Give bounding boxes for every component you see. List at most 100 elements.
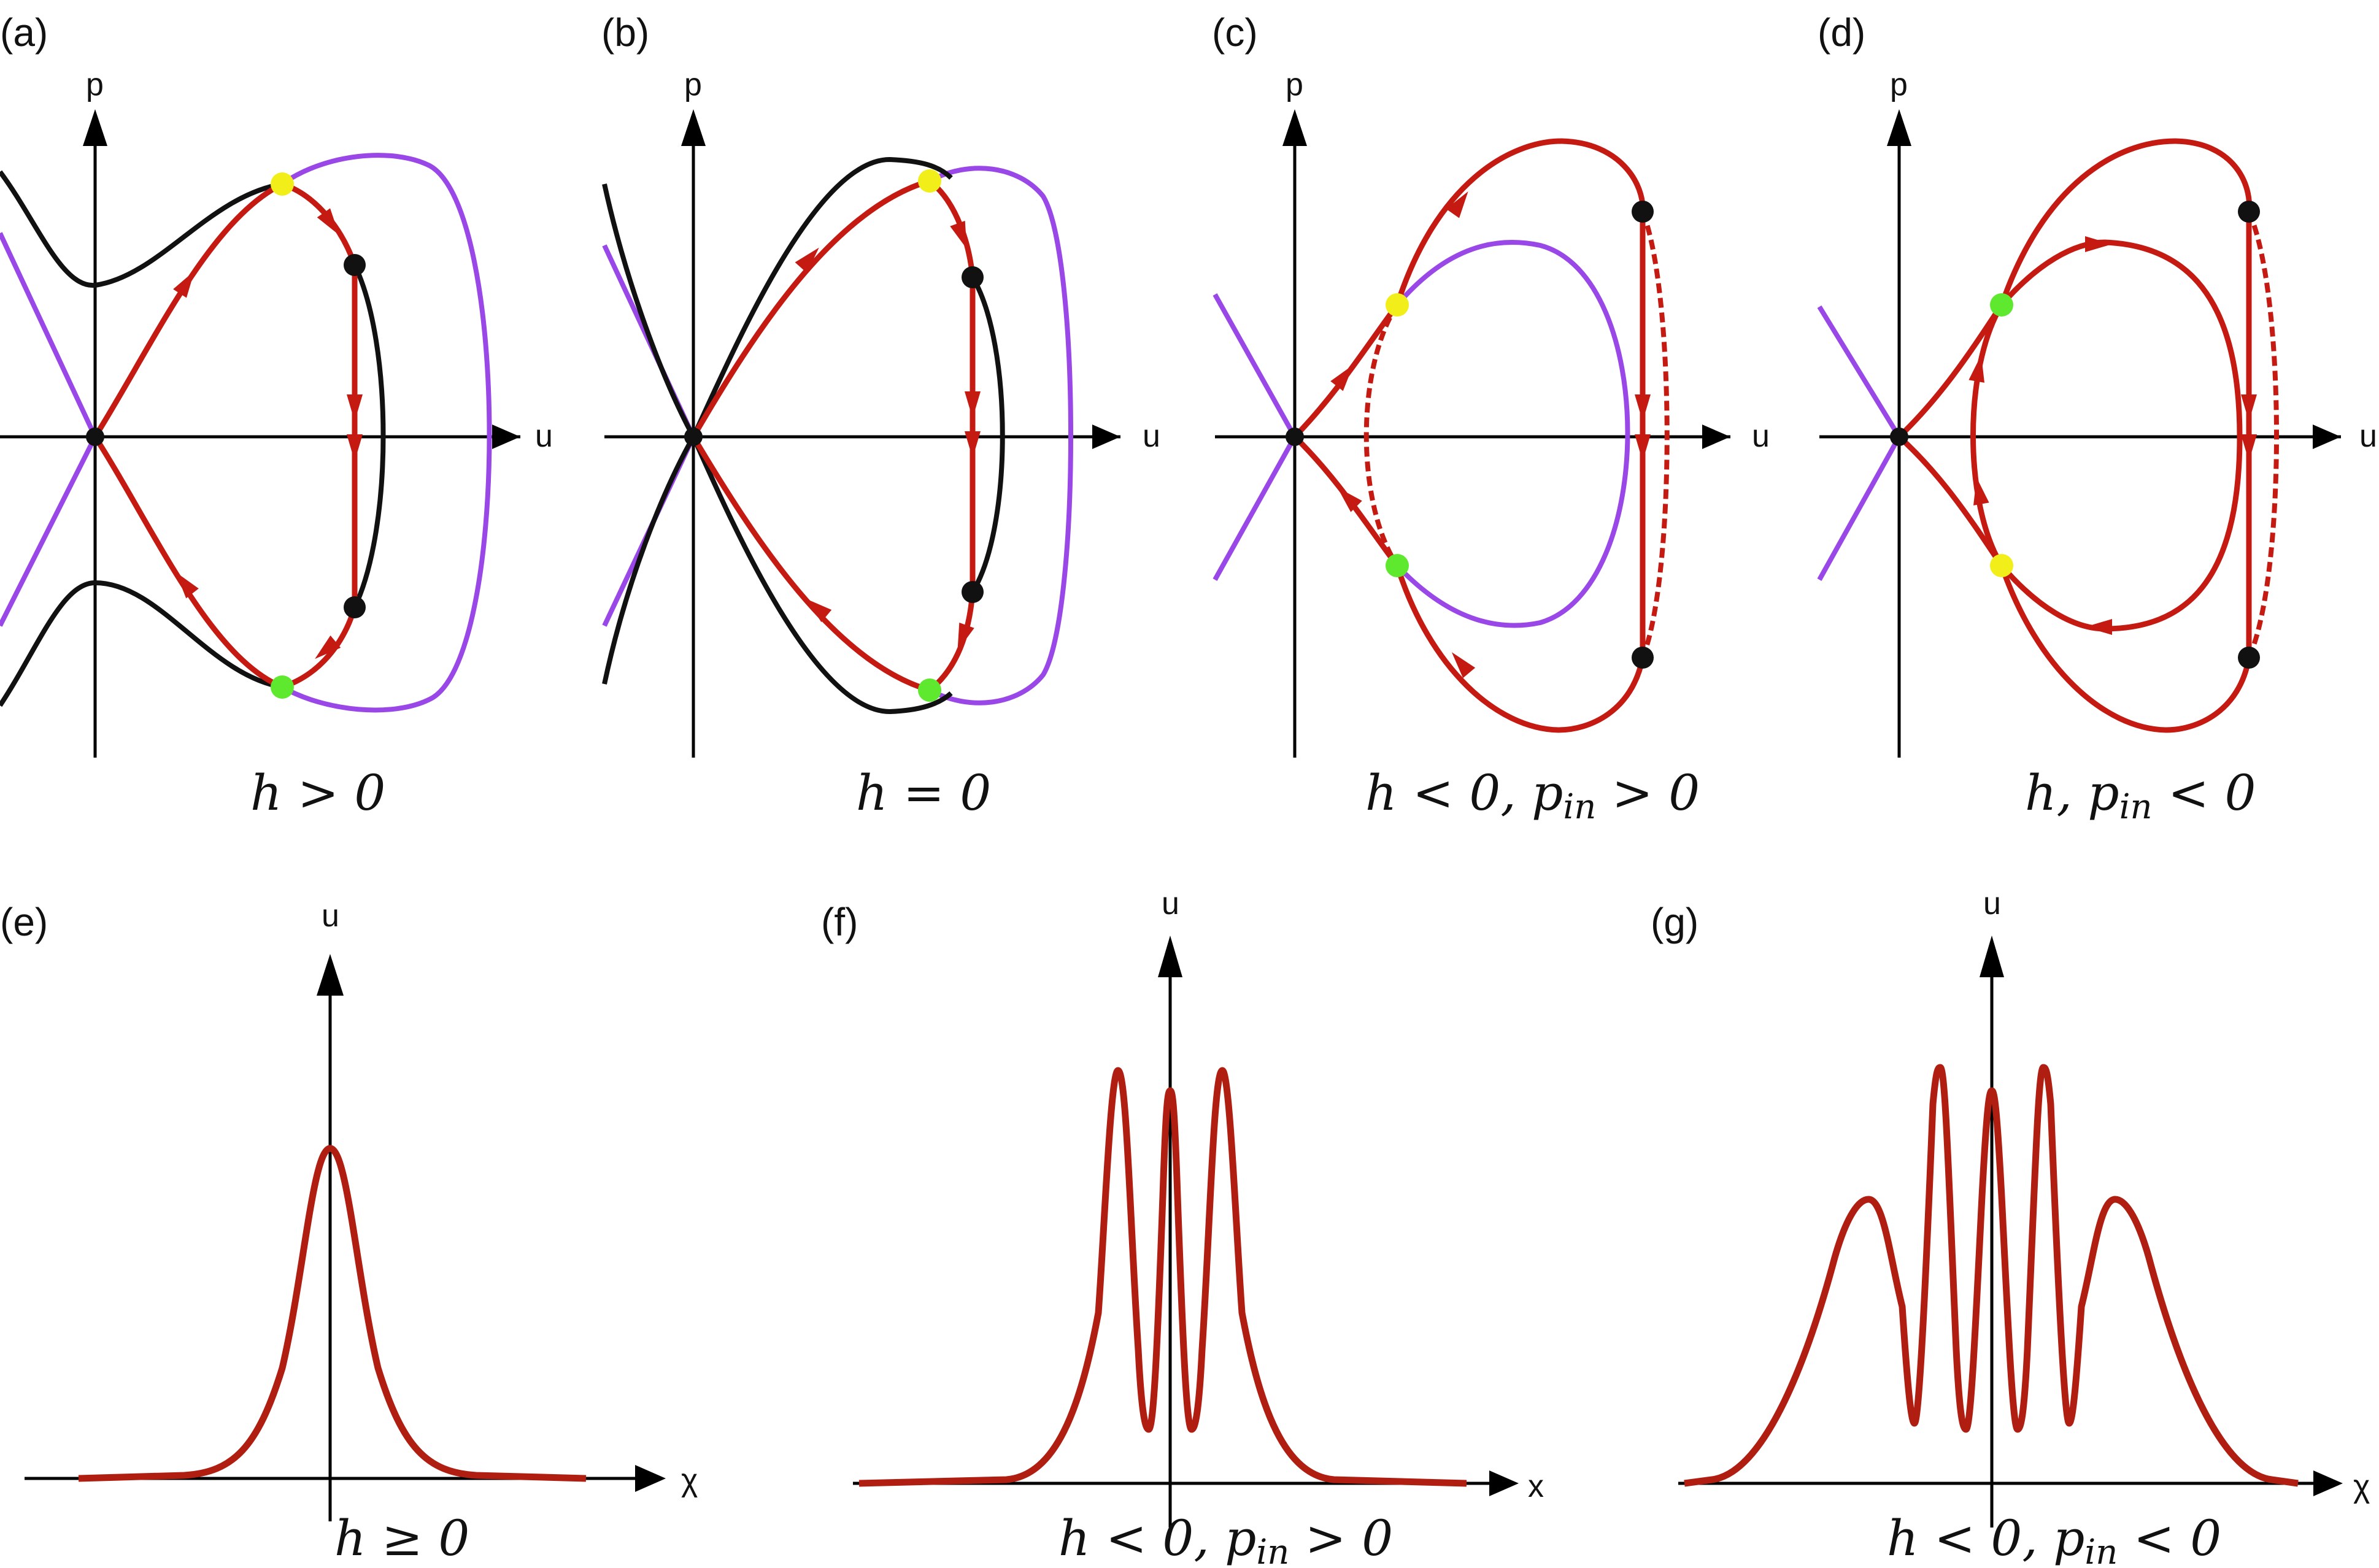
caption-d: h, pin < 0 bbox=[2025, 764, 2256, 827]
p-axis-arrow-d bbox=[1887, 109, 1911, 146]
point-green-c bbox=[1386, 554, 1409, 577]
fixed-point-origin-b bbox=[684, 428, 703, 446]
p-axis-arrow-a bbox=[83, 109, 107, 146]
wave-profile-f bbox=[858, 1067, 1467, 1487]
panel-label-g: (g) bbox=[1651, 900, 1698, 944]
point-yellow-b bbox=[918, 169, 941, 193]
separatrix-right-b bbox=[970, 275, 1005, 594]
u-axis-arrow-g bbox=[1980, 936, 2004, 977]
point-yellow-a bbox=[271, 172, 294, 196]
fixed-point-origin-a bbox=[86, 428, 104, 446]
flow-arrow-b2 bbox=[950, 220, 967, 249]
flow-arrow-a5 bbox=[315, 635, 341, 659]
panel-e: (e) u χ h ≥ 0 bbox=[0, 898, 698, 1567]
flow-arrow-a6 bbox=[175, 572, 199, 599]
p-axis-label-b: p bbox=[684, 67, 702, 102]
panel-c: (c) p u h < 0, pin > 0 bbox=[1212, 10, 1770, 827]
u-axis-arrow-b bbox=[1092, 425, 1120, 449]
panel-label-a: (a) bbox=[0, 10, 48, 55]
flow-arrow-c1 bbox=[1330, 364, 1354, 391]
flow-arrow-d2 bbox=[1968, 355, 1984, 383]
flow-arrow-d5 bbox=[2241, 434, 2257, 461]
flow-arrow-b1 bbox=[795, 247, 819, 274]
flow-arrow-c5 bbox=[1451, 652, 1476, 678]
panel-f: (f) u x h < 0, pin > 0 bbox=[821, 886, 1544, 1568]
x-axis-arrow-e bbox=[635, 1465, 666, 1492]
trajectory-upper-d bbox=[1896, 302, 2005, 440]
flow-arrow-a2 bbox=[317, 208, 339, 236]
x-axis-label-e: χ bbox=[681, 1462, 698, 1498]
u-axis-arrow-d bbox=[2313, 425, 2341, 449]
panel-b: (b) p u h = 0 bbox=[601, 10, 1160, 821]
u-axis-label-c: u bbox=[1752, 418, 1770, 454]
flow-arrow-c4 bbox=[1635, 434, 1651, 461]
flow-arrow-d6 bbox=[2085, 619, 2112, 635]
flow-arrow-a3 bbox=[347, 394, 363, 421]
panel-label-d: (d) bbox=[1818, 10, 1865, 55]
flow-arrow-c2 bbox=[1446, 191, 1468, 218]
point-yellow-c bbox=[1386, 293, 1409, 317]
p-axis-label-c: p bbox=[1286, 67, 1303, 102]
point-black-lower-b bbox=[962, 581, 984, 603]
p-axis-arrow-b bbox=[681, 109, 706, 146]
boundary-curve-b bbox=[928, 166, 1073, 705]
u-axis-label-e: u bbox=[322, 898, 339, 934]
boundary-curve-left-d bbox=[1817, 305, 1902, 581]
point-green-b bbox=[918, 678, 941, 702]
u-axis-arrow-a bbox=[492, 425, 520, 449]
fixed-point-origin-c bbox=[1286, 428, 1304, 446]
u-axis-label-a: u bbox=[535, 418, 553, 454]
panel-label-e: (e) bbox=[0, 900, 48, 944]
trajectory-dashed-right-d bbox=[2246, 210, 2279, 659]
flow-arrow-d1 bbox=[2085, 236, 2112, 252]
panel-label-f: (f) bbox=[821, 900, 858, 944]
trajectory-lower-b bbox=[690, 434, 933, 693]
flow-arrow-b5 bbox=[957, 622, 974, 651]
point-yellow-d bbox=[1990, 554, 2013, 577]
trajectory-upper-b bbox=[690, 178, 933, 440]
boundary-curve-a bbox=[280, 153, 492, 713]
caption-g: h < 0, pin < 0 bbox=[1887, 1510, 2221, 1568]
u-axis-arrow-c bbox=[1702, 425, 1730, 449]
trajectory-bottom-right-a bbox=[279, 604, 358, 690]
u-axis-label-f: u bbox=[1162, 886, 1179, 921]
u-axis-arrow-e bbox=[317, 954, 344, 996]
panel-a: (a) p u h > 0 bbox=[0, 10, 553, 821]
soliton-profile-e bbox=[78, 1145, 587, 1482]
separatrix-upper-a bbox=[0, 170, 283, 288]
trajectory-outer-upper-c bbox=[1394, 138, 1646, 308]
x-axis-label-f: x bbox=[1528, 1469, 1544, 1504]
u-axis-label-b: u bbox=[1143, 418, 1160, 454]
flow-arrow-d4 bbox=[2241, 394, 2257, 421]
caption-e: h ≥ 0 bbox=[334, 1510, 469, 1567]
flow-arrow-b6 bbox=[806, 598, 832, 623]
trajectory-top-right-b bbox=[927, 178, 976, 280]
trajectory-outer-lower-c bbox=[1394, 563, 1646, 733]
flow-arrow-a1 bbox=[173, 271, 195, 298]
caption-a: h > 0 bbox=[250, 764, 385, 821]
trajectory-dashed-right-c bbox=[1640, 210, 1670, 659]
point-green-d bbox=[1990, 293, 2013, 317]
point-black-upper-d bbox=[2238, 201, 2260, 223]
fixed-point-origin-d bbox=[1890, 428, 1908, 446]
trajectory-top-right-a bbox=[279, 181, 358, 268]
x-axis-arrow-g bbox=[2313, 1470, 2343, 1496]
boundary-curve-c bbox=[1395, 240, 1630, 628]
separatrix-upper-b bbox=[602, 156, 953, 442]
trajectory-bottom-right-b bbox=[927, 589, 976, 693]
point-green-a bbox=[271, 675, 294, 699]
x-axis-arrow-f bbox=[1489, 1470, 1519, 1496]
point-black-lower-d bbox=[2238, 647, 2260, 669]
u-axis-label-d: u bbox=[2359, 418, 2377, 454]
point-black-upper-c bbox=[1632, 201, 1654, 223]
trajectory-lower-a bbox=[92, 434, 285, 690]
trajectory-inner-left-d bbox=[1970, 302, 2005, 569]
flow-arrow-b4 bbox=[965, 431, 981, 458]
separatrix-lower-b bbox=[602, 431, 953, 715]
wave-profile-g bbox=[1684, 1064, 2299, 1487]
p-axis-label-a: p bbox=[86, 67, 104, 102]
trajectory-upper-a bbox=[92, 181, 285, 440]
separatrix-lower-a bbox=[0, 580, 283, 707]
u-axis-arrow-f bbox=[1158, 936, 1182, 977]
